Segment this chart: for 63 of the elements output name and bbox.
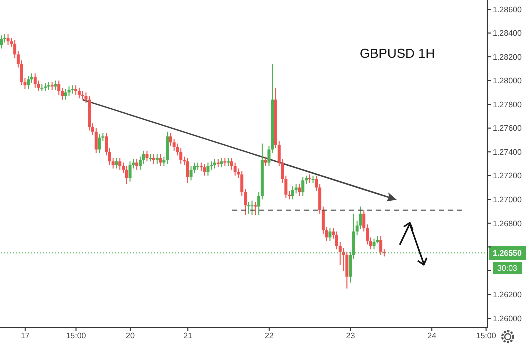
- x-tick-label: 23: [346, 332, 356, 341]
- candlestick: [78, 87, 81, 100]
- candlestick: [34, 73, 37, 88]
- x-tick-label: 22: [264, 332, 274, 341]
- candlestick: [136, 158, 139, 170]
- x-tick-label: 17: [20, 332, 30, 341]
- ref-line-label: 1.26550: [493, 249, 523, 258]
- candlestick: [118, 158, 122, 170]
- candlestick: [128, 161, 132, 182]
- candlestick: [94, 128, 98, 154]
- candlestick: [169, 132, 172, 147]
- candlestick: [206, 162, 210, 176]
- candlestick: [380, 236, 383, 256]
- candlestick: [166, 131, 170, 164]
- candlestick: [254, 202, 258, 216]
- candlestick: [74, 85, 78, 96]
- candlestick: [372, 238, 376, 250]
- candlestick: [328, 228, 332, 242]
- candlestick: [98, 134, 102, 154]
- y-tick-label: 1.27000: [493, 195, 522, 204]
- y-tick-label: 1.28200: [493, 52, 522, 62]
- candlestick: [220, 158, 224, 168]
- candlestick: [6, 34, 10, 46]
- text: GBPUSD 1H: [360, 46, 436, 61]
- candlestick: [302, 176, 305, 197]
- candlestick: [247, 202, 250, 214]
- y-tick-label: 1.26200: [493, 290, 522, 300]
- y-tick-label: 1.27400: [493, 148, 522, 157]
- y-tick-label: 1.27600: [493, 124, 522, 134]
- candlestick: [58, 80, 61, 96]
- candlestick: [250, 200, 254, 216]
- candlestick: [125, 166, 128, 185]
- candlestick: [291, 186, 294, 200]
- candlestick: [146, 150, 149, 162]
- y-tick-label: 1.26800: [493, 219, 522, 228]
- candlestick: [190, 166, 193, 182]
- candlestick: [115, 158, 118, 170]
- x-tick-label: 15:00: [66, 332, 87, 341]
- candlestick: [298, 184, 302, 197]
- candlestick: [264, 156, 268, 167]
- x-tick-label: 24: [428, 332, 438, 341]
- x-tick-label: 15:00: [476, 332, 497, 341]
- candlestick: [180, 148, 183, 164]
- candlestick: [0, 35, 3, 50]
- x-tick-label: 20: [126, 332, 136, 341]
- candlestick: [152, 154, 156, 164]
- y-tick-label: 1.27800: [493, 100, 522, 110]
- candlestick: [156, 154, 159, 164]
- candlestick: [346, 251, 349, 290]
- y-tick-label: 1.28600: [493, 5, 522, 14]
- x-tick-label: 21: [184, 332, 194, 341]
- candlestick: [186, 158, 190, 184]
- candlestick: [159, 154, 162, 167]
- candlestick: [27, 76, 30, 90]
- text: 30:03: [497, 264, 518, 274]
- y-tick-label: 1.26000: [493, 314, 522, 324]
- y-tick-label: 1.28400: [493, 29, 522, 38]
- y-tick-label: 1.27200: [493, 172, 522, 181]
- candlestick: [203, 164, 206, 176]
- candlestick: [54, 80, 58, 91]
- candlestick: [234, 162, 237, 176]
- candlestick: [64, 88, 68, 100]
- y-tick-label: 1.28000: [493, 76, 522, 86]
